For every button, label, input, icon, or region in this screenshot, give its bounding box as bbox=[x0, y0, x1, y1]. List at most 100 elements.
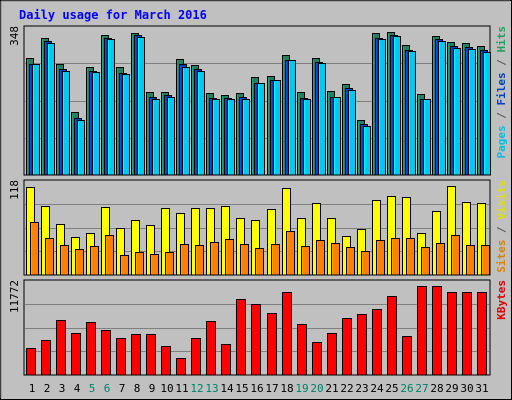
chart-panels: 348 Pages / Files / Hits 118 Sites / Visits… bbox=[8, 25, 508, 376]
bar-kbytes bbox=[191, 338, 201, 376]
bar-kbytes bbox=[131, 334, 141, 376]
bar-sites bbox=[225, 239, 234, 276]
y-axis-max-label: 11772 bbox=[8, 280, 21, 313]
bar-sites bbox=[135, 252, 144, 276]
x-tick-label: 16 bbox=[250, 382, 263, 395]
y-axis-max-label: 118 bbox=[8, 180, 21, 200]
legend-part: Hits bbox=[495, 26, 508, 53]
bar-kbytes bbox=[297, 324, 307, 376]
bar-sites bbox=[316, 240, 325, 276]
bar-sites bbox=[346, 247, 355, 276]
legend-part: Pages bbox=[495, 125, 508, 158]
bar-pages bbox=[303, 99, 311, 176]
x-tick-label: 5 bbox=[89, 382, 96, 395]
x-tick-label: 19 bbox=[295, 382, 308, 395]
bar-kbytes bbox=[327, 333, 337, 376]
legend-part: KBytes bbox=[495, 280, 508, 320]
bar-pages bbox=[242, 99, 250, 176]
x-tick-label: 20 bbox=[310, 382, 323, 395]
x-tick-label: 17 bbox=[265, 382, 278, 395]
bar-kbytes bbox=[387, 296, 397, 376]
x-tick-label: 3 bbox=[59, 382, 66, 395]
bar-kbytes bbox=[116, 338, 126, 376]
bar-sites bbox=[481, 245, 490, 276]
bar-pages bbox=[408, 51, 416, 176]
bar-kbytes bbox=[357, 314, 367, 376]
x-tick-label: 23 bbox=[355, 382, 368, 395]
bar-pages bbox=[167, 97, 175, 176]
x-tick-label: 7 bbox=[119, 382, 126, 395]
bar-sites bbox=[301, 246, 310, 276]
x-tick-label: 8 bbox=[134, 382, 141, 395]
bar-kbytes bbox=[101, 330, 111, 376]
bar-sites bbox=[406, 238, 415, 276]
panel-middle: 118 Sites / Visits bbox=[8, 179, 508, 276]
bar-sites bbox=[331, 243, 340, 276]
bar-pages bbox=[107, 39, 115, 176]
bar-pages bbox=[47, 43, 55, 176]
bar-kbytes bbox=[86, 322, 96, 376]
legend-part: / bbox=[495, 53, 508, 73]
bar-sites bbox=[255, 248, 264, 276]
legend-part: / bbox=[495, 106, 508, 126]
bar-kbytes bbox=[417, 286, 427, 376]
bar-kbytes bbox=[41, 340, 51, 376]
bar-kbytes bbox=[251, 304, 261, 376]
bar-sites bbox=[421, 247, 430, 276]
y-axis-legend-label: Sites / Visits bbox=[495, 180, 508, 273]
bar-sites bbox=[286, 231, 295, 276]
bar-kbytes bbox=[432, 286, 442, 376]
x-tick-label: 29 bbox=[445, 382, 458, 395]
bar-pages bbox=[393, 36, 401, 176]
bar-kbytes bbox=[282, 292, 292, 376]
bar-pages bbox=[468, 49, 476, 176]
bar-pages bbox=[197, 71, 205, 176]
bar-sites bbox=[165, 252, 174, 276]
x-tick-label: 12 bbox=[190, 382, 203, 395]
bar-sites bbox=[391, 238, 400, 276]
x-tick-label: 6 bbox=[104, 382, 111, 395]
bar-pages bbox=[62, 71, 70, 176]
legend-part: Sites bbox=[495, 240, 508, 273]
bar-pages bbox=[122, 74, 130, 176]
bar-pages bbox=[137, 37, 145, 176]
bar-kbytes bbox=[462, 292, 472, 376]
panel-bottom: 11772 KBytes bbox=[8, 279, 508, 376]
panel-top: 348 Pages / Files / Hits bbox=[8, 25, 508, 176]
bar-kbytes bbox=[71, 333, 81, 376]
bar-pages bbox=[92, 72, 100, 176]
bar-sites bbox=[120, 255, 129, 276]
bar-kbytes bbox=[206, 321, 216, 376]
bar-sites bbox=[105, 235, 114, 276]
x-tick-label: 30 bbox=[460, 382, 473, 395]
bar-kbytes bbox=[26, 348, 36, 376]
bar-sites bbox=[45, 238, 54, 276]
bar-sites bbox=[436, 243, 445, 276]
chart-title: Daily usage for March 2016 bbox=[19, 8, 207, 22]
x-tick-label: 18 bbox=[280, 382, 293, 395]
y-axis-max-label: 348 bbox=[8, 26, 21, 46]
bar-pages bbox=[77, 120, 85, 176]
bar-pages bbox=[212, 99, 220, 176]
bar-sites bbox=[150, 254, 159, 276]
bar-pages bbox=[32, 64, 40, 176]
x-tick-label: 9 bbox=[149, 382, 156, 395]
legend-part: Visits bbox=[495, 180, 508, 220]
x-tick-label: 21 bbox=[325, 382, 338, 395]
x-tick-label: 31 bbox=[475, 382, 488, 395]
x-tick-label: 11 bbox=[175, 382, 188, 395]
x-tick-label: 10 bbox=[160, 382, 173, 395]
x-tick-label: 26 bbox=[400, 382, 413, 395]
bar-kbytes bbox=[372, 309, 382, 376]
bar-sites bbox=[451, 235, 460, 276]
bar-sites bbox=[30, 222, 39, 276]
bar-kbytes bbox=[146, 334, 156, 376]
bar-pages bbox=[333, 97, 341, 176]
legend-part: / bbox=[495, 220, 508, 240]
bar-sites bbox=[75, 249, 84, 276]
bar-pages bbox=[423, 99, 431, 176]
x-tick-label: 27 bbox=[415, 382, 428, 395]
bar-sites bbox=[240, 244, 249, 276]
x-axis-labels: 1 2 3 4 5 6 7 8 9 10 11 12 13 14 15 16 17 18 19 20 21 22 23 24 2… bbox=[29, 382, 489, 395]
